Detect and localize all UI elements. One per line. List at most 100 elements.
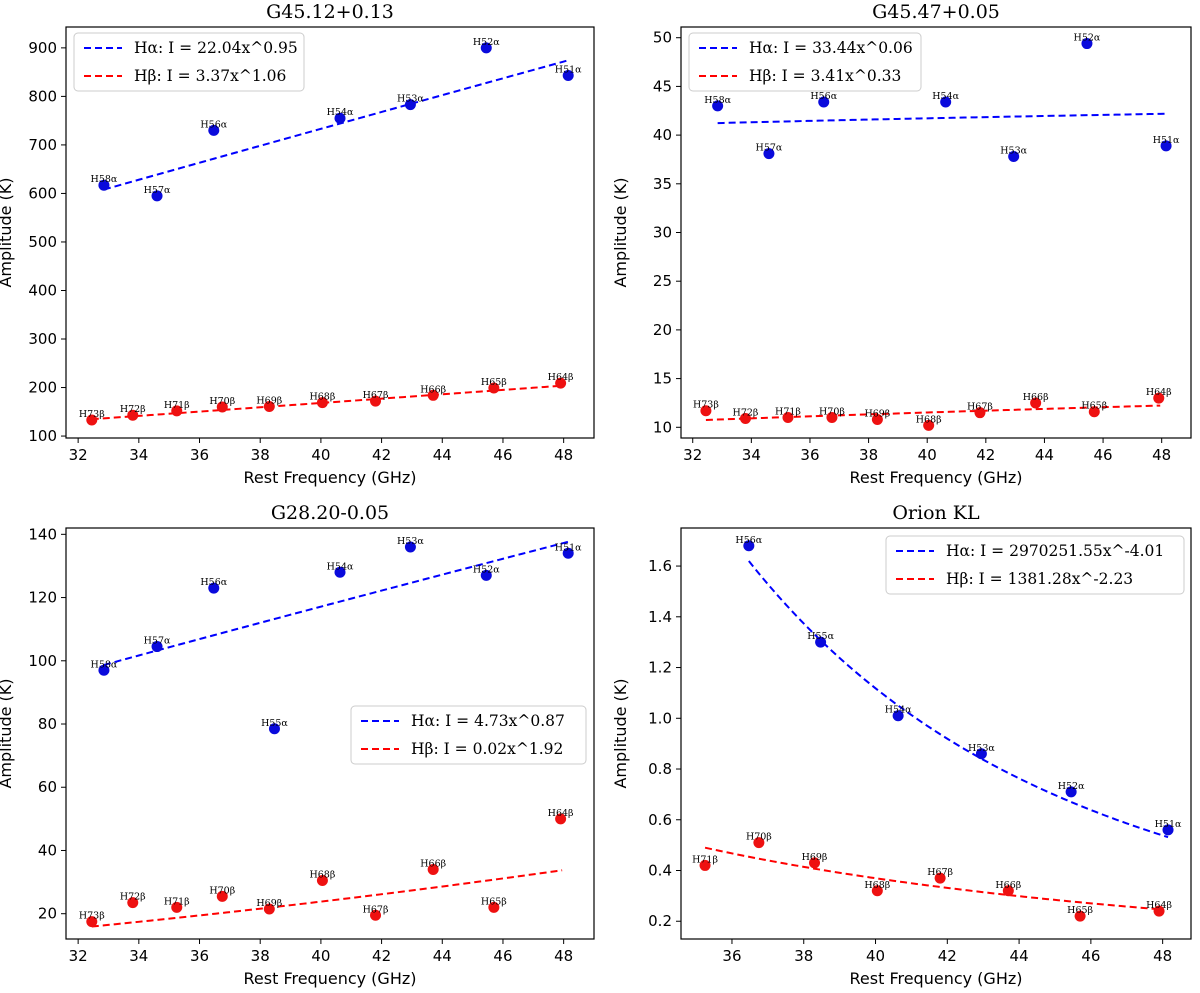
x-tick-label: 42 [372,446,391,464]
x-tick-label: 40 [311,947,330,965]
plot-frame [680,26,1192,439]
point-beta [1153,905,1165,917]
point-label: H56α [810,91,837,102]
x-tick-label: 34 [129,446,148,464]
x-tick-label: 32 [69,446,88,464]
point-label: H52α [473,37,500,48]
point-label: H52α [1074,33,1101,44]
point-label: H66β [420,384,446,395]
point-beta [699,859,711,871]
y-tick-label: 20 [653,321,672,339]
point-alpha [815,636,827,648]
point-label: H53α [397,536,424,547]
x-tick-label: 32 [683,446,702,464]
y-tick-label: 1.4 [648,608,672,626]
point-label: H73β [79,911,105,922]
point-label: H56α [200,119,227,130]
legend-box [885,535,1185,595]
point-beta [171,405,183,417]
fit-line-beta [91,869,563,928]
x-tick-label: 38 [251,947,270,965]
panel-title: Orion KL [892,502,980,524]
point-label: H68β [309,870,335,881]
x-axis-label: Rest Frequency (GHz) [850,969,1023,988]
legend-entry: Hα: I = 4.73x^0.87 [411,712,565,730]
y-tick-label: 200 [28,379,57,397]
legend: Hα: I = 22.04x^0.95 Hβ: I = 3.37x^1.06 [73,32,305,92]
point-alpha [818,96,830,108]
y-tick-label: 1.6 [648,557,672,575]
point-alpha [268,723,280,735]
legend-entry: Hα: I = 22.04x^0.95 [134,39,298,57]
point-beta [1074,910,1086,922]
x-tick-label: 34 [129,947,148,965]
point-beta [555,813,567,825]
point-alpha [98,179,110,191]
point-label: H54α [327,107,354,118]
point-beta [171,901,183,913]
point-label: H58α [91,174,118,185]
y-tick-label: 100 [28,427,57,445]
panel-1: G45.12+0.13 32 34 36 38 40 42 44 46 48 100 200 300 40… [0,1,595,487]
point-label: H69β [864,408,890,419]
point-beta [871,413,883,425]
point-beta [263,903,275,915]
point-alpha [151,190,163,202]
panel-title: G45.12+0.13 [266,1,394,23]
point-label: H65β [1067,905,1093,916]
x-tick-label: 44 [1010,947,1029,965]
fit-line-beta [704,846,1161,911]
point-alpha [763,148,775,160]
x-tick-label: 36 [722,947,741,965]
plot-frame [680,527,1192,940]
y-tick-label: 20 [38,905,57,923]
point-label: H54α [932,91,959,102]
y-axis-label: Amplitude (K) [0,177,15,287]
point-alpha [208,582,220,594]
x-tick-label: 42 [372,947,391,965]
x-tick-label: 48 [554,446,573,464]
point-label: H56α [200,577,227,588]
point-beta [1088,406,1100,418]
y-tick-label: 800 [28,87,57,105]
point-alpha [404,541,416,553]
y-tick-label: 0.2 [648,912,672,930]
y-tick-label: 900 [28,39,57,57]
legend-entry: Hβ: I = 0.02x^1.92 [411,740,563,758]
point-alpha [743,540,755,552]
x-tick-label: 46 [1081,947,1100,965]
point-beta [427,863,439,875]
point-label: H66β [995,880,1021,891]
point-label: H66β [1023,392,1049,403]
legend-entry: Hβ: I = 3.41x^0.33 [749,67,901,85]
fit-line-alpha [103,59,569,191]
y-tick-label: 15 [653,370,672,388]
point-beta [871,885,883,897]
panel-4: Orion KL 36 38 40 42 44 46 48 0.2 0.4 0.6 0.8 1.0 1.2… [611,502,1192,988]
x-tick-label: 42 [938,947,957,965]
point-label: H68β [309,392,335,403]
legend-entry: Hβ: I = 3.37x^1.06 [134,67,286,85]
x-tick-label: 40 [311,446,330,464]
y-tick-label: 700 [28,136,57,154]
point-beta [923,419,935,431]
x-tick-label: 40 [918,446,937,464]
point-beta [316,397,328,409]
legend: Hα: I = 2970251.55x^-4.01 Hβ: I = 1381.28… [885,535,1185,595]
x-axis-label: Rest Frequency (GHz) [244,969,417,988]
y-tick-label: 0.8 [648,760,672,778]
point-beta [370,909,382,921]
point-alpha [98,664,110,676]
point-label: H64β [1146,900,1172,911]
point-alpha [562,70,574,82]
legend-entry: Hβ: I = 1381.28x^-2.23 [946,570,1133,588]
point-label: H67β [927,867,953,878]
x-tick-label: 44 [1035,446,1054,464]
point-beta [753,837,765,849]
point-beta [316,875,328,887]
point-label: H65β [1081,401,1107,412]
legend-box [73,32,305,92]
point-alpha [404,99,416,111]
point-label: H54α [327,561,354,572]
y-tick-label: 40 [38,841,57,859]
